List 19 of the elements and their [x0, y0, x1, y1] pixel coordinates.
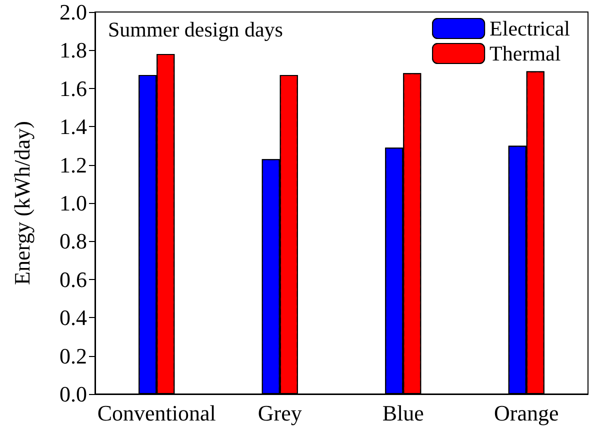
chart-title: Summer design days	[108, 18, 283, 42]
y-tick-label: 0.8	[60, 228, 87, 254]
y-tick-label: 0.6	[60, 266, 87, 292]
y-tick-label: 0.0	[60, 382, 87, 406]
y-tick-label: 0.2	[60, 343, 87, 368]
x-tick-label: Orange	[494, 400, 559, 426]
y-axis-title: Energy (kWh/day)	[10, 121, 34, 285]
y-tick-label: 1.2	[60, 152, 87, 178]
y-tick-label: 1.6	[60, 76, 87, 101]
x-tick-label: Grey	[258, 400, 302, 426]
y-tick-label: 2.0	[60, 0, 87, 24]
y-tick-label: 0.4	[60, 305, 87, 330]
x-tick-label: Blue	[382, 400, 424, 426]
y-tick-label: 1.0	[60, 190, 87, 216]
y-tick-label: 1.8	[60, 38, 87, 63]
y-tick-label: 1.4	[60, 114, 87, 140]
x-tick-label: Conventional	[97, 400, 216, 426]
legend-label: Thermal	[490, 42, 561, 66]
legend-label: Electrical	[490, 16, 570, 40]
